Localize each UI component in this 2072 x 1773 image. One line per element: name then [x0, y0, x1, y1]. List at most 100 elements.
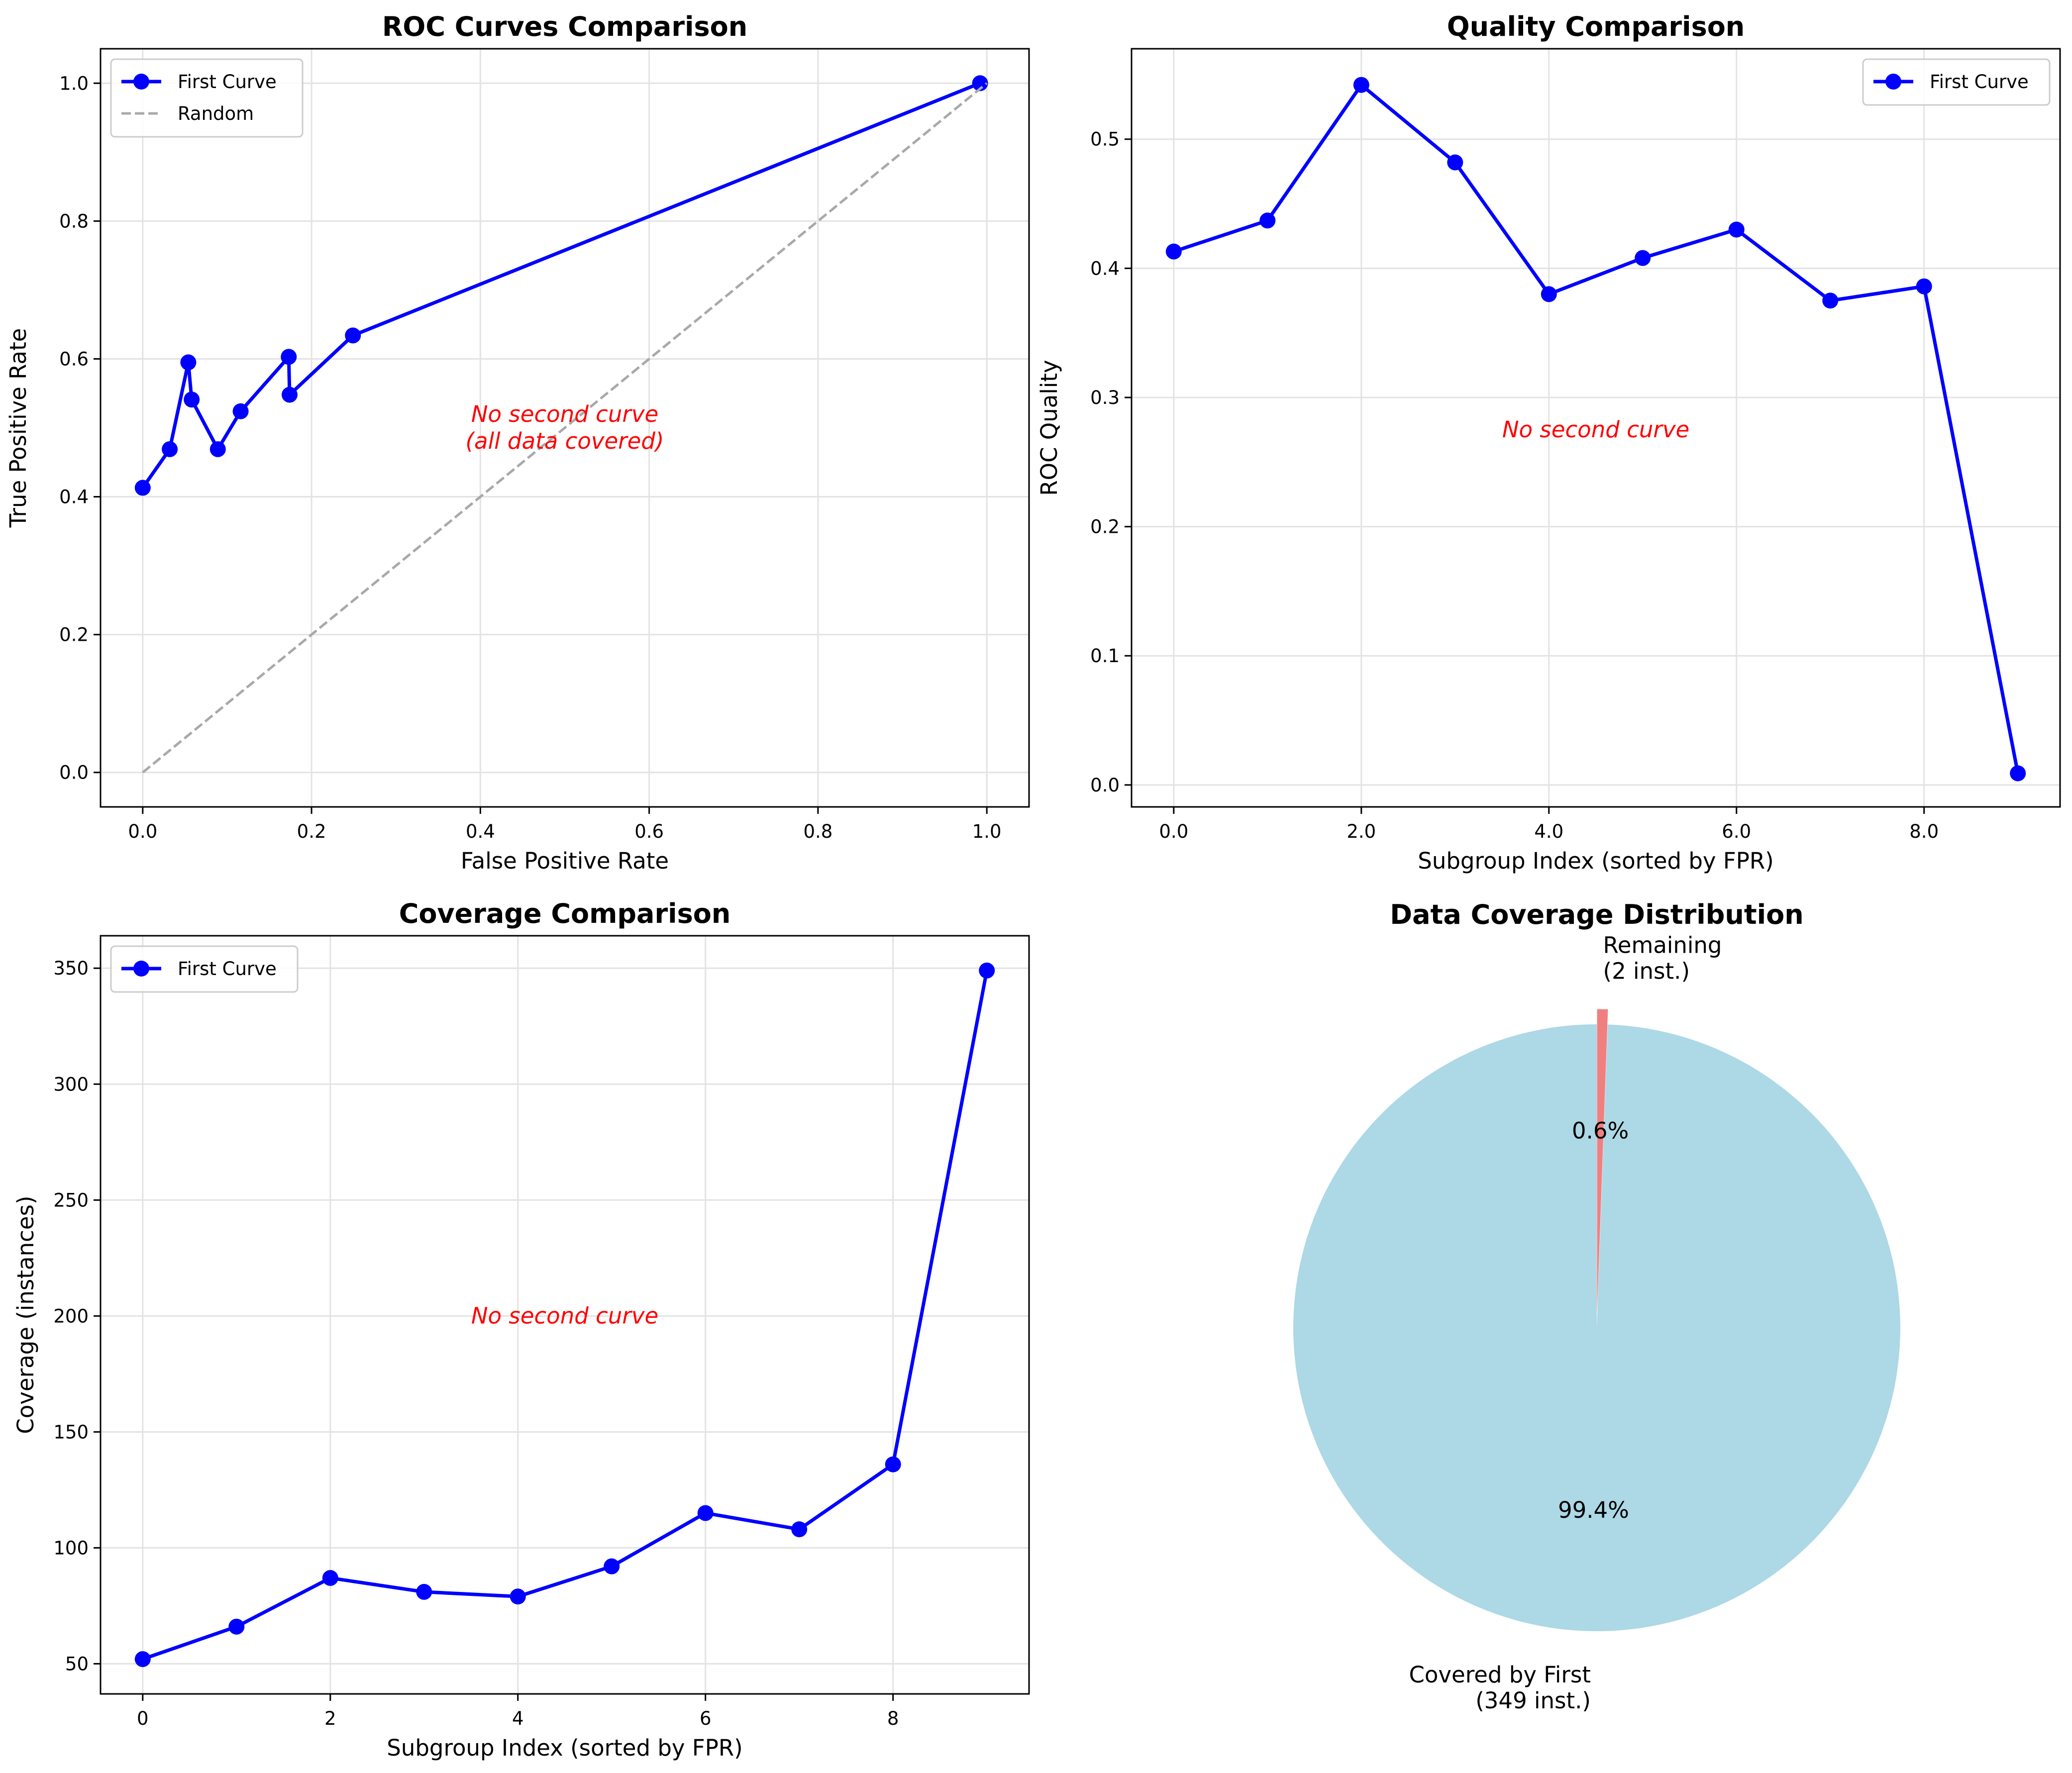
data-point	[1916, 278, 1932, 295]
chart-title: Coverage Comparison	[399, 898, 731, 929]
legend-marker	[133, 961, 149, 977]
data-point	[180, 354, 197, 371]
pie-outer-label: (349 inst.)	[1475, 1687, 1591, 1714]
x-tick-label: 4.0	[1534, 821, 1563, 842]
legend: First Curve	[110, 945, 299, 993]
legend-label: First Curve	[178, 71, 277, 93]
legend: First Curve	[1862, 58, 2051, 106]
y-tick-label: 150	[53, 1421, 89, 1443]
x-tick-label: 2	[324, 1708, 336, 1729]
data-point	[1822, 293, 1839, 309]
chart-title: Quality Comparison	[1447, 11, 1745, 42]
y-tick-label: 0.2	[59, 624, 89, 646]
y-tick-label: 250	[53, 1189, 89, 1211]
legend-box	[110, 945, 299, 993]
x-axis-label: Subgroup Index (sorted by FPR)	[387, 1735, 742, 1761]
x-tick-label: 0.8	[803, 821, 832, 842]
data-point	[1353, 77, 1369, 93]
x-axis-label: False Positive Rate	[461, 848, 669, 874]
y-tick-label: 350	[53, 958, 89, 979]
series-line-0	[142, 970, 989, 1661]
x-tick-label: 0	[137, 1708, 149, 1729]
x-axis-label: Subgroup Index (sorted by FPR)	[1418, 848, 1773, 874]
annotation-text: (all data covered)	[465, 428, 664, 454]
pie-slice-0	[1293, 1024, 1900, 1631]
data-point	[697, 1505, 714, 1521]
pie-outer-label: Remaining	[1603, 932, 1722, 959]
data-point	[1541, 286, 1557, 302]
x-tick-label: 8	[887, 1708, 899, 1729]
x-tick-label: 6.0	[1722, 821, 1751, 842]
legend-box	[1862, 58, 2051, 106]
data-point	[228, 1618, 245, 1635]
y-tick-label: 0.4	[1090, 258, 1120, 279]
legend: First Curve Random	[110, 58, 304, 138]
pie-pct-label: 99.4%	[1558, 1497, 1629, 1523]
panel-roc: 0.0 0.2 0.4 0.6 0.8 1.0 0.0 0.2 0.4 0.6 0.8 1.0 No s…	[5, 11, 1030, 874]
x-tick-label: 8.0	[1909, 821, 1939, 842]
y-tick-label: 100	[53, 1537, 89, 1559]
y-tick-label: 0.3	[1090, 387, 1120, 408]
legend-label: Random	[178, 103, 254, 124]
data-point	[232, 403, 249, 419]
data-point	[1259, 212, 1276, 229]
x-tick-label: 0.2	[297, 821, 326, 842]
x-tick-label: 4	[512, 1708, 524, 1729]
data-point	[1728, 221, 1745, 238]
data-point	[1165, 243, 1182, 260]
y-tick-label: 0.8	[59, 210, 89, 232]
y-tick-label: 1.0	[59, 73, 89, 94]
data-point	[345, 327, 361, 344]
pie-pct-label: 0.6%	[1572, 1118, 1629, 1144]
y-tick-label: 50	[65, 1653, 89, 1674]
data-point	[1635, 250, 1651, 266]
chart-title: ROC Curves Comparison	[382, 11, 747, 42]
y-tick-label: 300	[53, 1074, 89, 1095]
x-tick-label: 0.4	[466, 821, 495, 842]
x-tick-label: 6	[700, 1708, 712, 1729]
data-point	[1447, 154, 1463, 171]
data-point	[972, 75, 988, 92]
data-point	[162, 441, 178, 457]
data-point	[604, 1558, 620, 1575]
data-point	[134, 1651, 151, 1668]
plot-frame	[1131, 48, 2061, 808]
pie-outer-label: (2 inst.)	[1603, 958, 1690, 985]
legend-label: First Curve	[178, 958, 277, 980]
data-point	[791, 1521, 808, 1538]
pie-slice-1	[1597, 1009, 1608, 1313]
pie-outer-label: Covered by First	[1409, 1662, 1591, 1688]
y-axis-label: ROC Quality	[1036, 360, 1062, 495]
data-point	[184, 392, 200, 408]
data-point	[134, 480, 151, 496]
y-tick-label: 0.0	[1090, 775, 1120, 796]
data-point	[281, 387, 298, 403]
data-point	[885, 1456, 901, 1473]
series-line-0	[1173, 83, 2020, 774]
x-tick-label: 1.0	[972, 821, 1002, 842]
y-tick-label: 0.5	[1090, 129, 1120, 150]
y-tick-label: 200	[53, 1305, 89, 1327]
plot-frame	[100, 48, 1030, 808]
data-point	[416, 1583, 432, 1600]
data-point	[322, 1570, 338, 1586]
x-tick-label: 0.0	[128, 821, 157, 842]
legend-box	[110, 58, 304, 138]
panel-coverage: 0 2 4 6 8 50 100 150 200 250 300 350 No second curve…	[12, 898, 1030, 1761]
y-tick-label: 0.2	[1090, 516, 1120, 538]
data-point	[281, 349, 297, 365]
legend-marker	[1885, 74, 1901, 90]
data-point	[510, 1588, 526, 1605]
annotation-text: No second curve	[1502, 416, 1689, 443]
panel-quality: 0.0 2.0 4.0 6.0 8.0 0.0 0.1 0.2 0.3 0.4 0.5 No seco…	[1036, 11, 2061, 874]
chart-title: Data Coverage Distribution	[1390, 899, 1803, 930]
y-tick-label: 0.4	[59, 487, 89, 508]
x-tick-label: 2.0	[1347, 821, 1376, 842]
y-tick-label: 0.0	[59, 762, 89, 784]
data-point	[2010, 765, 2026, 782]
data-point	[979, 962, 995, 979]
x-tick-label: 0.6	[634, 821, 664, 842]
y-tick-label: 0.1	[1090, 645, 1120, 667]
y-tick-label: 0.6	[59, 348, 89, 370]
